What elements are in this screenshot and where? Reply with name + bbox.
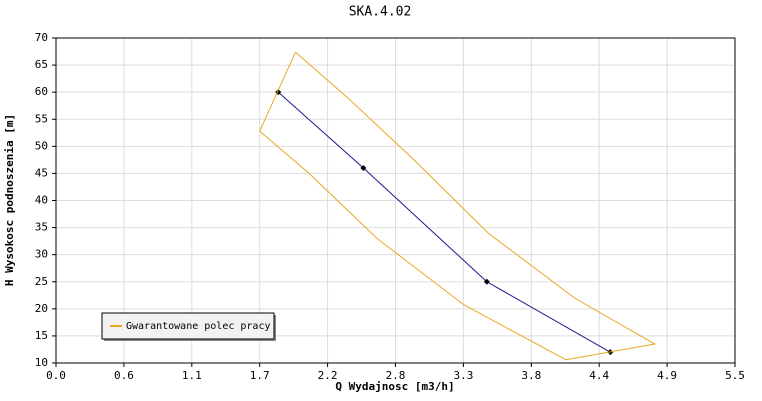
y-axis-label: H Wysokosc podnoszenia [m]: [3, 114, 16, 286]
y-tick-label: 70: [35, 31, 48, 44]
y-tick-label: 65: [35, 58, 48, 71]
y-tick-label: 35: [35, 221, 48, 234]
x-tick-label: 2.2: [318, 369, 338, 382]
x-tick-label: 4.9: [657, 369, 677, 382]
x-tick-label: 3.3: [453, 369, 473, 382]
chart-title: SKA.4.02: [349, 5, 412, 20]
plot-frame: [55, 37, 736, 364]
legend: [101, 312, 275, 340]
y-tick-label: 45: [35, 166, 48, 179]
x-tick-label: 0.0: [46, 369, 66, 382]
x-tick-label: 0.6: [114, 369, 134, 382]
y-tick-label: 15: [35, 329, 48, 342]
x-tick-label: 1.1: [182, 369, 202, 382]
legend-label: Gwarantowane polec pracy: [126, 321, 271, 332]
y-tick-label: 40: [35, 194, 48, 207]
y-tick-label: 50: [35, 139, 48, 152]
y-tick-label: 55: [35, 112, 48, 125]
x-tick-label: 4.4: [589, 369, 609, 382]
x-tick-label: 3.8: [521, 369, 541, 382]
x-tick-label: 1.7: [250, 369, 270, 382]
x-axis-label: Q Wydajnosc [m3/h]: [335, 380, 454, 393]
x-tick-label: 5.5: [725, 369, 745, 382]
y-tick-label: 20: [35, 302, 48, 315]
series-line: [259, 51, 657, 361]
series-line: [277, 91, 611, 353]
y-tick-label: 25: [35, 275, 48, 288]
data-point: [483, 278, 490, 285]
data-point: [360, 165, 367, 171]
y-tick-label: 60: [35, 85, 48, 98]
x-tick-label: 2.8: [386, 369, 406, 382]
y-tick-label: 30: [35, 248, 48, 261]
y-tick-label: 10: [35, 356, 48, 369]
